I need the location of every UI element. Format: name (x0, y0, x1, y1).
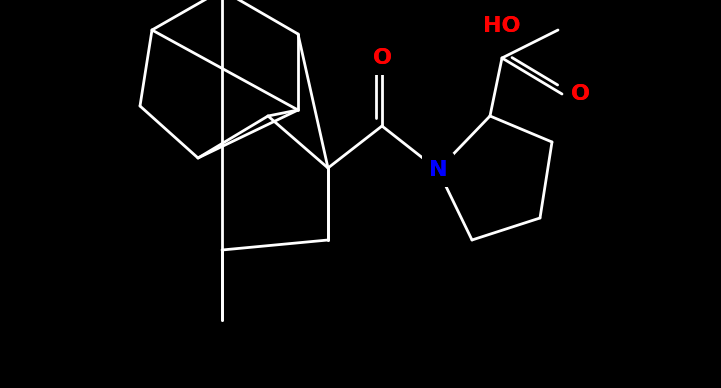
FancyBboxPatch shape (368, 41, 396, 75)
FancyBboxPatch shape (422, 153, 454, 187)
Text: N: N (429, 160, 447, 180)
Text: O: O (570, 84, 590, 104)
Text: HO: HO (483, 16, 521, 36)
FancyBboxPatch shape (566, 77, 594, 111)
Text: O: O (373, 48, 392, 68)
FancyBboxPatch shape (476, 9, 528, 43)
Text: HO: HO (483, 16, 521, 36)
Text: O: O (373, 48, 392, 68)
Text: O: O (570, 84, 590, 104)
Text: N: N (429, 160, 447, 180)
